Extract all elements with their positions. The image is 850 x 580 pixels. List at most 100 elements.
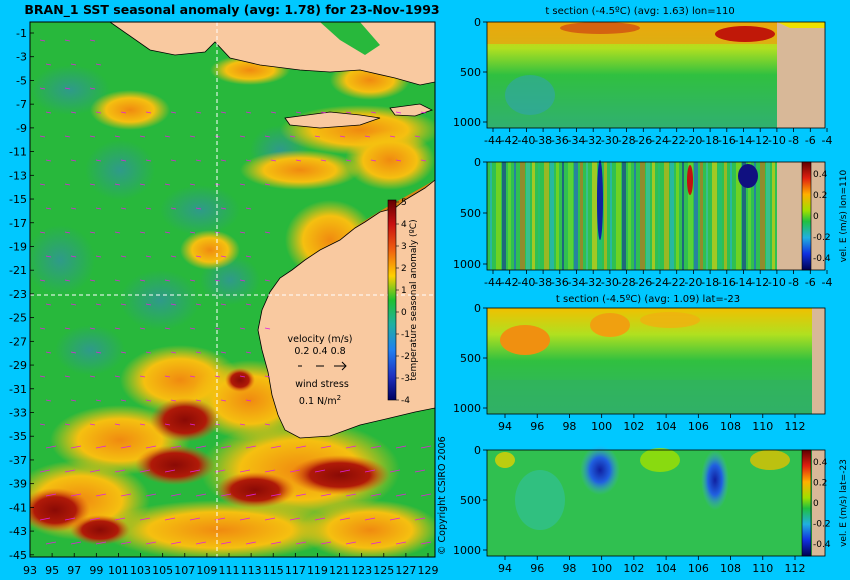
lon-tick-label: 129 bbox=[418, 564, 439, 577]
velocity-arrow bbox=[245, 255, 252, 258]
velocity-band bbox=[568, 162, 573, 270]
velocity-arrow bbox=[245, 111, 252, 114]
panel3-warm-core-3 bbox=[640, 312, 700, 328]
velocity-arrow bbox=[420, 111, 427, 114]
velocity-colorbar-tick: 0.2 bbox=[813, 479, 827, 489]
velocity-arrow bbox=[195, 255, 202, 258]
velocity-arrow bbox=[245, 303, 252, 306]
velocity-arrow bbox=[270, 159, 277, 162]
velocity-arrow bbox=[339, 469, 351, 473]
velocity-band bbox=[532, 162, 535, 270]
velocity-arrow bbox=[64, 231, 71, 234]
x-tick-label: -10 bbox=[768, 276, 786, 289]
velocity-arrow bbox=[120, 445, 132, 449]
velocity-arrow bbox=[264, 423, 271, 426]
velocity-band bbox=[676, 162, 679, 270]
velocity-arrow bbox=[295, 159, 302, 162]
panel3-frame bbox=[486, 307, 826, 415]
velocity-arrow bbox=[395, 445, 407, 449]
velocity-arrow bbox=[389, 517, 401, 521]
velocity-arrow bbox=[70, 351, 77, 354]
panel1-warm-core bbox=[560, 22, 640, 34]
velocity-arrow bbox=[245, 445, 257, 449]
velocity-band bbox=[718, 162, 722, 270]
lon-tick-label: 115 bbox=[263, 564, 284, 577]
velocity-arrow bbox=[164, 231, 171, 234]
velocity-band bbox=[736, 162, 741, 270]
velocity-arrow bbox=[395, 159, 402, 162]
x-tick-label: -26 bbox=[634, 134, 652, 147]
x-tick-label: -28 bbox=[618, 276, 636, 289]
map-lat-ticks: -1 -3 -5 -7 -9 -11 -13 -15 -17 -19 -21 -23 -25 -27 -29… bbox=[9, 27, 34, 562]
velocity-band bbox=[694, 162, 698, 270]
velocity-arrow bbox=[120, 399, 127, 402]
velocity-arrow bbox=[95, 159, 102, 162]
velocity-band bbox=[508, 162, 511, 270]
velocity-arrow bbox=[114, 183, 121, 186]
velocity-band bbox=[700, 162, 703, 270]
panel1-cool-core bbox=[505, 75, 555, 115]
velocity-band bbox=[760, 162, 765, 270]
velocity-arrow bbox=[345, 111, 352, 114]
velocity-arrow bbox=[164, 135, 171, 138]
panel2-plot bbox=[486, 160, 826, 271]
x-tick-label: 98 bbox=[562, 562, 576, 575]
panel4-colorbar: 0.4 0.2 0 -0.2 -0.4 vel. E (m/s) lat=-23 bbox=[801, 449, 849, 557]
panel1-yellow-edge bbox=[777, 22, 825, 28]
lon-tick-label: 127 bbox=[395, 564, 416, 577]
colorbar-ticks: 5 4 3 2 1 0 -1 -2 -3 -4 bbox=[396, 198, 410, 406]
velocity-arrow bbox=[189, 423, 196, 426]
velocity-arrow bbox=[45, 159, 52, 162]
velocity-arrow bbox=[95, 445, 107, 449]
velocity-arrow bbox=[45, 63, 52, 66]
panel1-title: t section (-4.5ºC) (avg: 1.63) lon=110 bbox=[545, 6, 734, 17]
velocity-arrow bbox=[45, 111, 52, 114]
velocity-arrow bbox=[95, 111, 102, 114]
x-tick-label: -42 bbox=[501, 276, 519, 289]
velocity-arrow bbox=[95, 493, 107, 497]
velocity-arrow bbox=[420, 493, 432, 497]
lon-tick-label: 105 bbox=[152, 564, 173, 577]
velocity-arrow bbox=[195, 159, 202, 162]
colorbar-tick-label: -3 bbox=[401, 374, 410, 384]
velocity-arrow bbox=[189, 135, 196, 138]
x-tick-label: -22 bbox=[668, 134, 686, 147]
velocity-arrow bbox=[345, 159, 352, 162]
velocity-arrow bbox=[239, 423, 246, 426]
x-tick-label: -38 bbox=[534, 276, 552, 289]
velocity-arrow bbox=[114, 231, 121, 234]
lon-tick-label: 95 bbox=[45, 564, 59, 577]
y-tick-label: 0 bbox=[474, 302, 481, 315]
westward-jet-core bbox=[597, 160, 603, 240]
x-tick-label: -10 bbox=[768, 134, 786, 147]
x-tick-label: -8 bbox=[788, 276, 799, 289]
velocity-arrow bbox=[95, 399, 102, 402]
x-tick-label: -44 bbox=[484, 276, 502, 289]
velocity-arrow bbox=[370, 159, 377, 162]
velocity-arrow bbox=[320, 159, 327, 162]
velocity-band bbox=[688, 162, 693, 270]
velocity-arrow bbox=[220, 399, 227, 402]
x-tick-label: -34 bbox=[568, 276, 586, 289]
velocity-colorbar-tick: -0.4 bbox=[813, 540, 831, 550]
velocity-arrow bbox=[195, 445, 207, 449]
velocity-arrow bbox=[245, 351, 252, 354]
velocity-arrow bbox=[220, 159, 227, 162]
velocity-arrow bbox=[45, 445, 57, 449]
velocity-arrow bbox=[245, 159, 252, 162]
velocity-arrow bbox=[145, 445, 157, 449]
lat-tick-label: -31 bbox=[9, 383, 27, 396]
velocity-arrow bbox=[164, 469, 176, 473]
velocity-arrow bbox=[289, 469, 301, 473]
velocity-arrow bbox=[70, 445, 82, 449]
velocity-arrow bbox=[264, 183, 271, 186]
velocity-band bbox=[724, 162, 727, 270]
lat-tick-label: -23 bbox=[9, 288, 27, 301]
x-tick-label: 102 bbox=[623, 420, 644, 433]
velocity-arrow bbox=[264, 469, 276, 473]
lat-tick-label: -27 bbox=[9, 335, 27, 348]
velocity-arrow bbox=[170, 351, 177, 354]
panel2-frame bbox=[486, 161, 826, 271]
colorbar-tick-label: -1 bbox=[401, 330, 410, 340]
velocity-legend-values: 0.2 0.4 0.8 bbox=[294, 346, 345, 357]
